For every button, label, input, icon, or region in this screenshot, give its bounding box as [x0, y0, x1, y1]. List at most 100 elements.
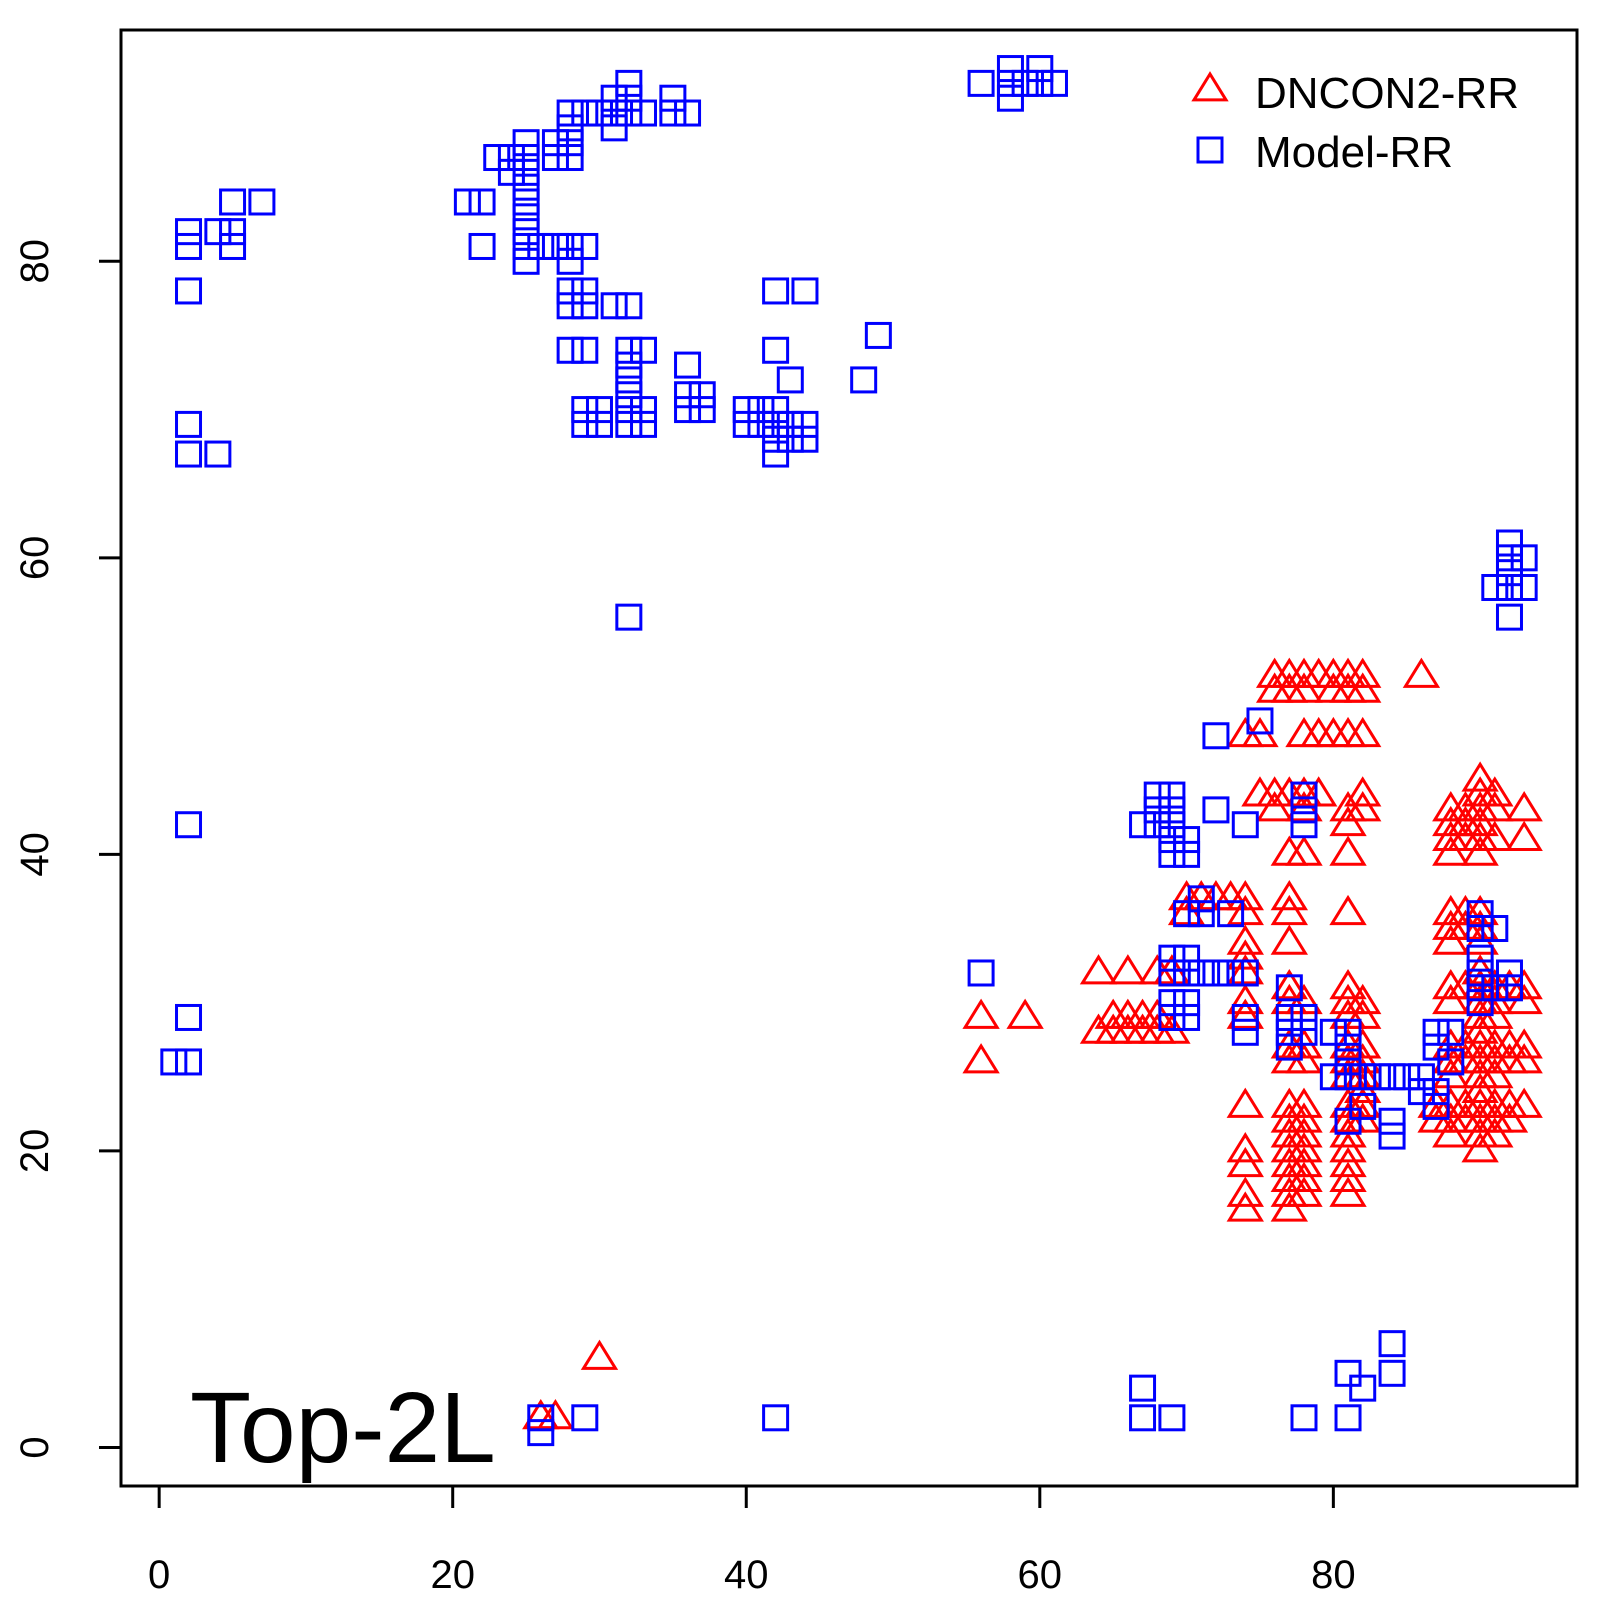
x-tick-label: 0: [148, 1553, 170, 1597]
x-tick-label: 20: [430, 1553, 475, 1597]
triangle-point: [1344, 716, 1382, 748]
square-point: [527, 232, 555, 260]
square-point: [1026, 55, 1054, 83]
square-point: [1275, 974, 1303, 1002]
triangle-point: [1402, 657, 1441, 688]
square-point: [1173, 900, 1201, 928]
y-tick-label: 0: [13, 1436, 57, 1458]
square-point: [1378, 1063, 1406, 1091]
triangle-point: [1270, 1191, 1309, 1222]
square-point: [747, 410, 775, 438]
x-axis: 0 20 40 60 80: [148, 1484, 1356, 1597]
square-point: [1495, 603, 1523, 631]
triangle-point: [1329, 835, 1367, 866]
square-point: [1349, 1092, 1377, 1120]
triangle-point: [1329, 805, 1367, 837]
triangle-point: [1270, 894, 1309, 926]
square-point: [600, 292, 628, 320]
triangle-point: [1270, 879, 1309, 911]
square-point: [160, 1048, 188, 1076]
square-point: [1407, 1078, 1435, 1106]
square-point: [556, 247, 584, 275]
square-point: [762, 1404, 790, 1432]
x-tick-label: 80: [1311, 1553, 1356, 1597]
square-point: [1466, 974, 1494, 1002]
square-point: [1040, 69, 1068, 97]
square-point: [1363, 1063, 1391, 1091]
triangle-point: [1461, 1132, 1499, 1163]
y-tick-label: 20: [13, 1129, 57, 1174]
square-point: [175, 1003, 203, 1031]
triangle-point: [1285, 1132, 1323, 1163]
triangle-point: [1505, 791, 1543, 822]
square-point: [762, 336, 790, 364]
square-point: [791, 277, 819, 305]
triangle-point: [1285, 1176, 1323, 1207]
square-point: [571, 232, 599, 260]
square-point: [762, 440, 790, 468]
x-tick-label: 60: [1018, 1553, 1063, 1597]
triangle-point: [1329, 1176, 1367, 1207]
y-tick-label: 40: [13, 832, 57, 877]
triangle-point: [1285, 1102, 1323, 1133]
legend-label-dncon2: DNCON2-RR: [1255, 69, 1519, 118]
square-point: [512, 218, 540, 246]
square-point: [175, 440, 203, 468]
square-point: [1202, 959, 1230, 987]
square-point: [747, 396, 775, 424]
chart-annotation: Top-2L: [190, 1372, 496, 1484]
triangle-point: [1344, 998, 1382, 1029]
square-point: [615, 366, 643, 394]
square-point: [175, 232, 203, 260]
square-point: [850, 366, 878, 394]
square-point: [512, 188, 540, 216]
square-point: [556, 144, 584, 172]
square-point: [1173, 989, 1201, 1017]
square-point: [571, 410, 599, 438]
square-point: [1495, 559, 1523, 587]
square-point: [1466, 959, 1494, 987]
square-point: [556, 277, 584, 305]
square-point: [1319, 1063, 1347, 1091]
triangle-point: [1329, 968, 1367, 1000]
triangle-point: [1255, 791, 1294, 822]
square-point: [1422, 1092, 1450, 1120]
square-point: [1275, 1033, 1303, 1061]
square-point: [1349, 1063, 1377, 1091]
triangle-point: [1432, 835, 1470, 866]
square-point: [674, 381, 702, 409]
square-point: [219, 232, 247, 260]
triangle-point: [1432, 983, 1470, 1015]
square-point: [630, 396, 658, 424]
triangle-point: [580, 1339, 619, 1370]
square-point: [1187, 900, 1215, 928]
square-point: [1495, 974, 1523, 1002]
triangle-point: [1329, 894, 1367, 926]
square-point: [1334, 1048, 1362, 1076]
triangle-point: [1226, 1176, 1264, 1207]
square-point: [512, 158, 540, 186]
square-point: [1158, 826, 1186, 854]
plot-frame: [119, 28, 1579, 1488]
square-point: [967, 959, 995, 987]
square-point: [248, 188, 276, 216]
triangle-point: [962, 1043, 1000, 1074]
square-point: [468, 188, 496, 216]
triangle-point: [1432, 924, 1470, 955]
square-point: [1202, 722, 1230, 750]
square-point: [1495, 544, 1523, 572]
triangle-point: [1226, 954, 1264, 985]
triangle-point: [1344, 1087, 1382, 1118]
square-point: [688, 381, 716, 409]
square-point: [1129, 1404, 1157, 1432]
square-point: [556, 336, 584, 364]
square-point: [585, 410, 613, 438]
square-point: [615, 410, 643, 438]
square-point: [1290, 1404, 1318, 1432]
square-point: [1129, 1374, 1157, 1402]
square-point: [1275, 1003, 1303, 1031]
square-point: [615, 351, 643, 379]
triangle-point: [1270, 968, 1309, 1000]
square-point: [1129, 811, 1157, 839]
square-point: [996, 55, 1024, 83]
